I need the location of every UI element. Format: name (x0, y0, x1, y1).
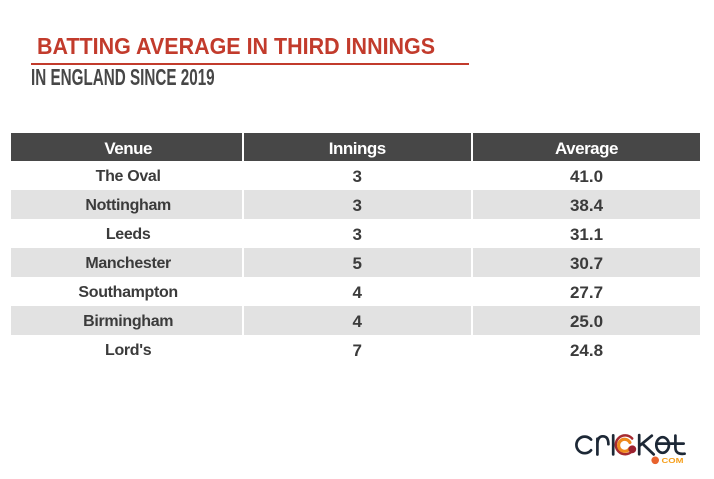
svg-text:COM: COM (662, 456, 684, 465)
